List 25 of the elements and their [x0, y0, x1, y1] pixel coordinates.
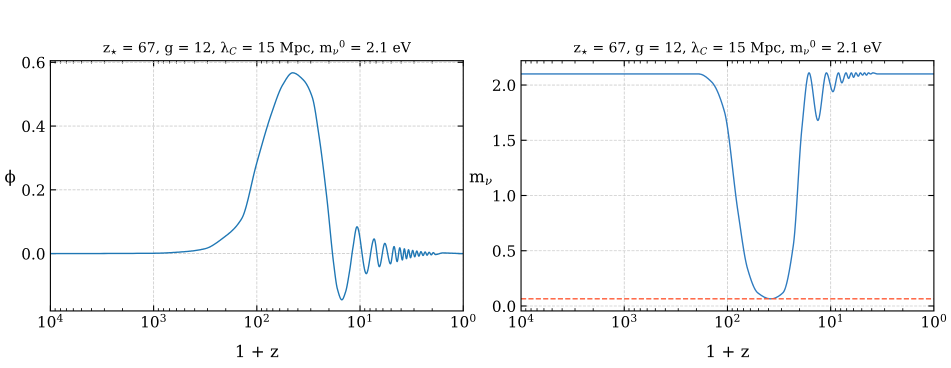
- x-tick-label: 10$^{4}$: [38, 314, 63, 328]
- y-axis-title: ϕ: [5, 170, 16, 186]
- y-axis-title: m$_{ν}$: [470, 173, 492, 185]
- chart-title: z$_{⋆}$ = 67, g = 12, λ$_{C}$ = 15 Mpc, m$_{ν}$$^{0}$ = 2.1 eV: [103, 40, 411, 56]
- y-tick-label: 0.2: [22, 184, 44, 196]
- x-axis-title: 1 + z: [708, 344, 749, 358]
- y-tick-label: 0.0: [492, 300, 516, 312]
- chart-title: z$_{⋆}$ = 67, g = 12, λ$_{C}$ = 15 Mpc, m$_{ν}$$^{0}$ = 2.1 eV: [574, 40, 882, 56]
- x-tick-label: 10$^{2}$: [245, 314, 269, 328]
- y-tick-label: 0.5: [492, 245, 515, 257]
- x-tick-label: 10$^{1}$: [819, 314, 842, 328]
- x-tick-label: 10$^{4}$: [509, 314, 534, 328]
- x-tick-label: 10$^{0}$: [452, 314, 476, 328]
- x-tick-label: 10$^{0}$: [922, 314, 946, 328]
- y-tick-label: 0.4: [22, 120, 45, 132]
- y-tick-label: 0.6: [22, 56, 45, 68]
- y-tick-label: 0.0: [22, 248, 45, 260]
- x-tick-label: 10$^{3}$: [612, 314, 636, 328]
- x-axis-title: 1 + z: [236, 344, 278, 358]
- y-tick-label: 1.5: [494, 134, 515, 146]
- x-tick-label: 10$^{2}$: [716, 314, 740, 328]
- y-tick-label: 1.0: [494, 190, 516, 202]
- y-tick-label: 2.0: [492, 79, 516, 92]
- x-tick-label: 10$^{1}$: [348, 314, 372, 328]
- x-tick-label: 10$^{3}$: [142, 314, 166, 328]
